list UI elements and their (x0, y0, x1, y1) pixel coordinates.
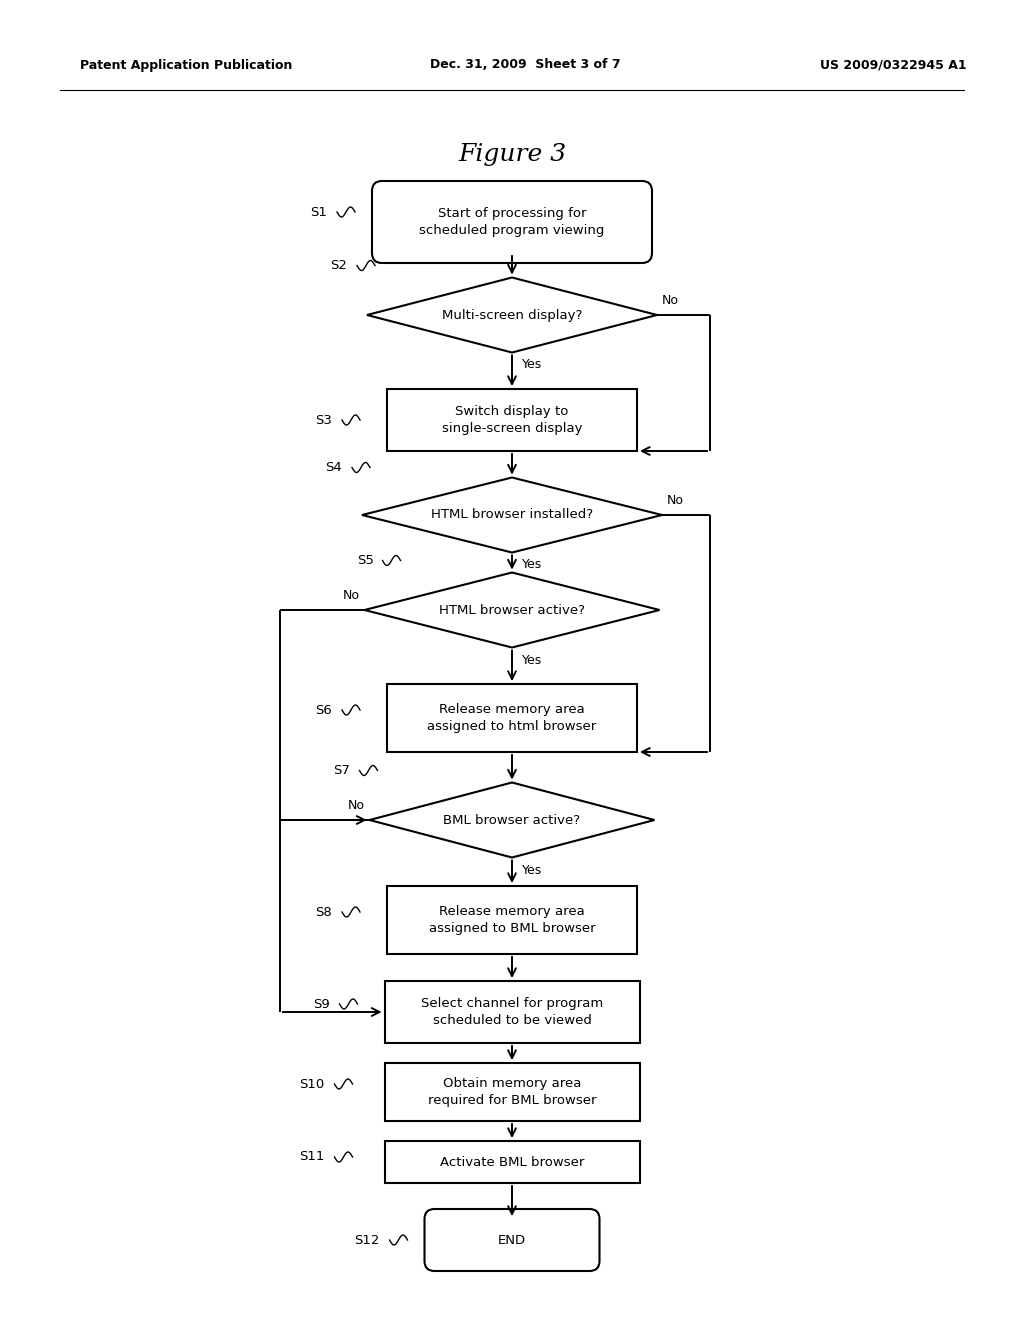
Text: S2: S2 (330, 259, 347, 272)
Text: HTML browser installed?: HTML browser installed? (431, 508, 593, 521)
Text: Release memory area
assigned to html browser: Release memory area assigned to html bro… (427, 704, 597, 733)
Text: S4: S4 (326, 461, 342, 474)
Text: Activate BML browser: Activate BML browser (440, 1155, 584, 1168)
FancyBboxPatch shape (425, 1209, 599, 1271)
Text: No: No (667, 494, 684, 507)
Text: Yes: Yes (522, 863, 543, 876)
Text: Obtain memory area
required for BML browser: Obtain memory area required for BML brow… (428, 1077, 596, 1107)
Text: Multi-screen display?: Multi-screen display? (441, 309, 583, 322)
Bar (387, 886, 637, 954)
Text: Start of processing for
scheduled program viewing: Start of processing for scheduled progra… (419, 207, 605, 238)
Text: S9: S9 (312, 998, 330, 1011)
FancyBboxPatch shape (372, 181, 652, 263)
Text: S5: S5 (357, 554, 375, 568)
Text: S8: S8 (315, 906, 332, 919)
Text: Select channel for program
scheduled to be viewed: Select channel for program scheduled to … (421, 997, 603, 1027)
Text: S6: S6 (315, 704, 332, 717)
Text: Patent Application Publication: Patent Application Publication (80, 58, 293, 71)
Text: BML browser active?: BML browser active? (443, 813, 581, 826)
Text: END: END (498, 1233, 526, 1246)
Text: Dec. 31, 2009  Sheet 3 of 7: Dec. 31, 2009 Sheet 3 of 7 (430, 58, 621, 71)
Text: Yes: Yes (522, 653, 543, 667)
Text: S7: S7 (333, 764, 349, 777)
Polygon shape (367, 277, 657, 352)
Bar (387, 389, 637, 451)
Text: Yes: Yes (522, 558, 543, 572)
Text: US 2009/0322945 A1: US 2009/0322945 A1 (820, 58, 967, 71)
Polygon shape (362, 478, 662, 553)
Text: No: No (662, 294, 679, 308)
Text: S3: S3 (315, 413, 332, 426)
Text: S12: S12 (354, 1233, 380, 1246)
Bar (387, 684, 637, 752)
Text: Release memory area
assigned to BML browser: Release memory area assigned to BML brow… (429, 906, 595, 935)
Text: Figure 3: Figure 3 (458, 144, 566, 166)
Polygon shape (365, 573, 659, 648)
Text: No: No (347, 799, 365, 812)
Bar (384, 1140, 640, 1183)
Text: Switch display to
single-screen display: Switch display to single-screen display (441, 405, 583, 436)
Text: No: No (342, 589, 359, 602)
Text: Yes: Yes (522, 359, 543, 371)
Bar (384, 1063, 640, 1121)
Bar (384, 981, 640, 1043)
Text: S1: S1 (310, 206, 327, 219)
Text: S10: S10 (299, 1077, 325, 1090)
Text: HTML browser active?: HTML browser active? (439, 603, 585, 616)
Text: S11: S11 (299, 1151, 325, 1163)
Polygon shape (370, 783, 654, 858)
